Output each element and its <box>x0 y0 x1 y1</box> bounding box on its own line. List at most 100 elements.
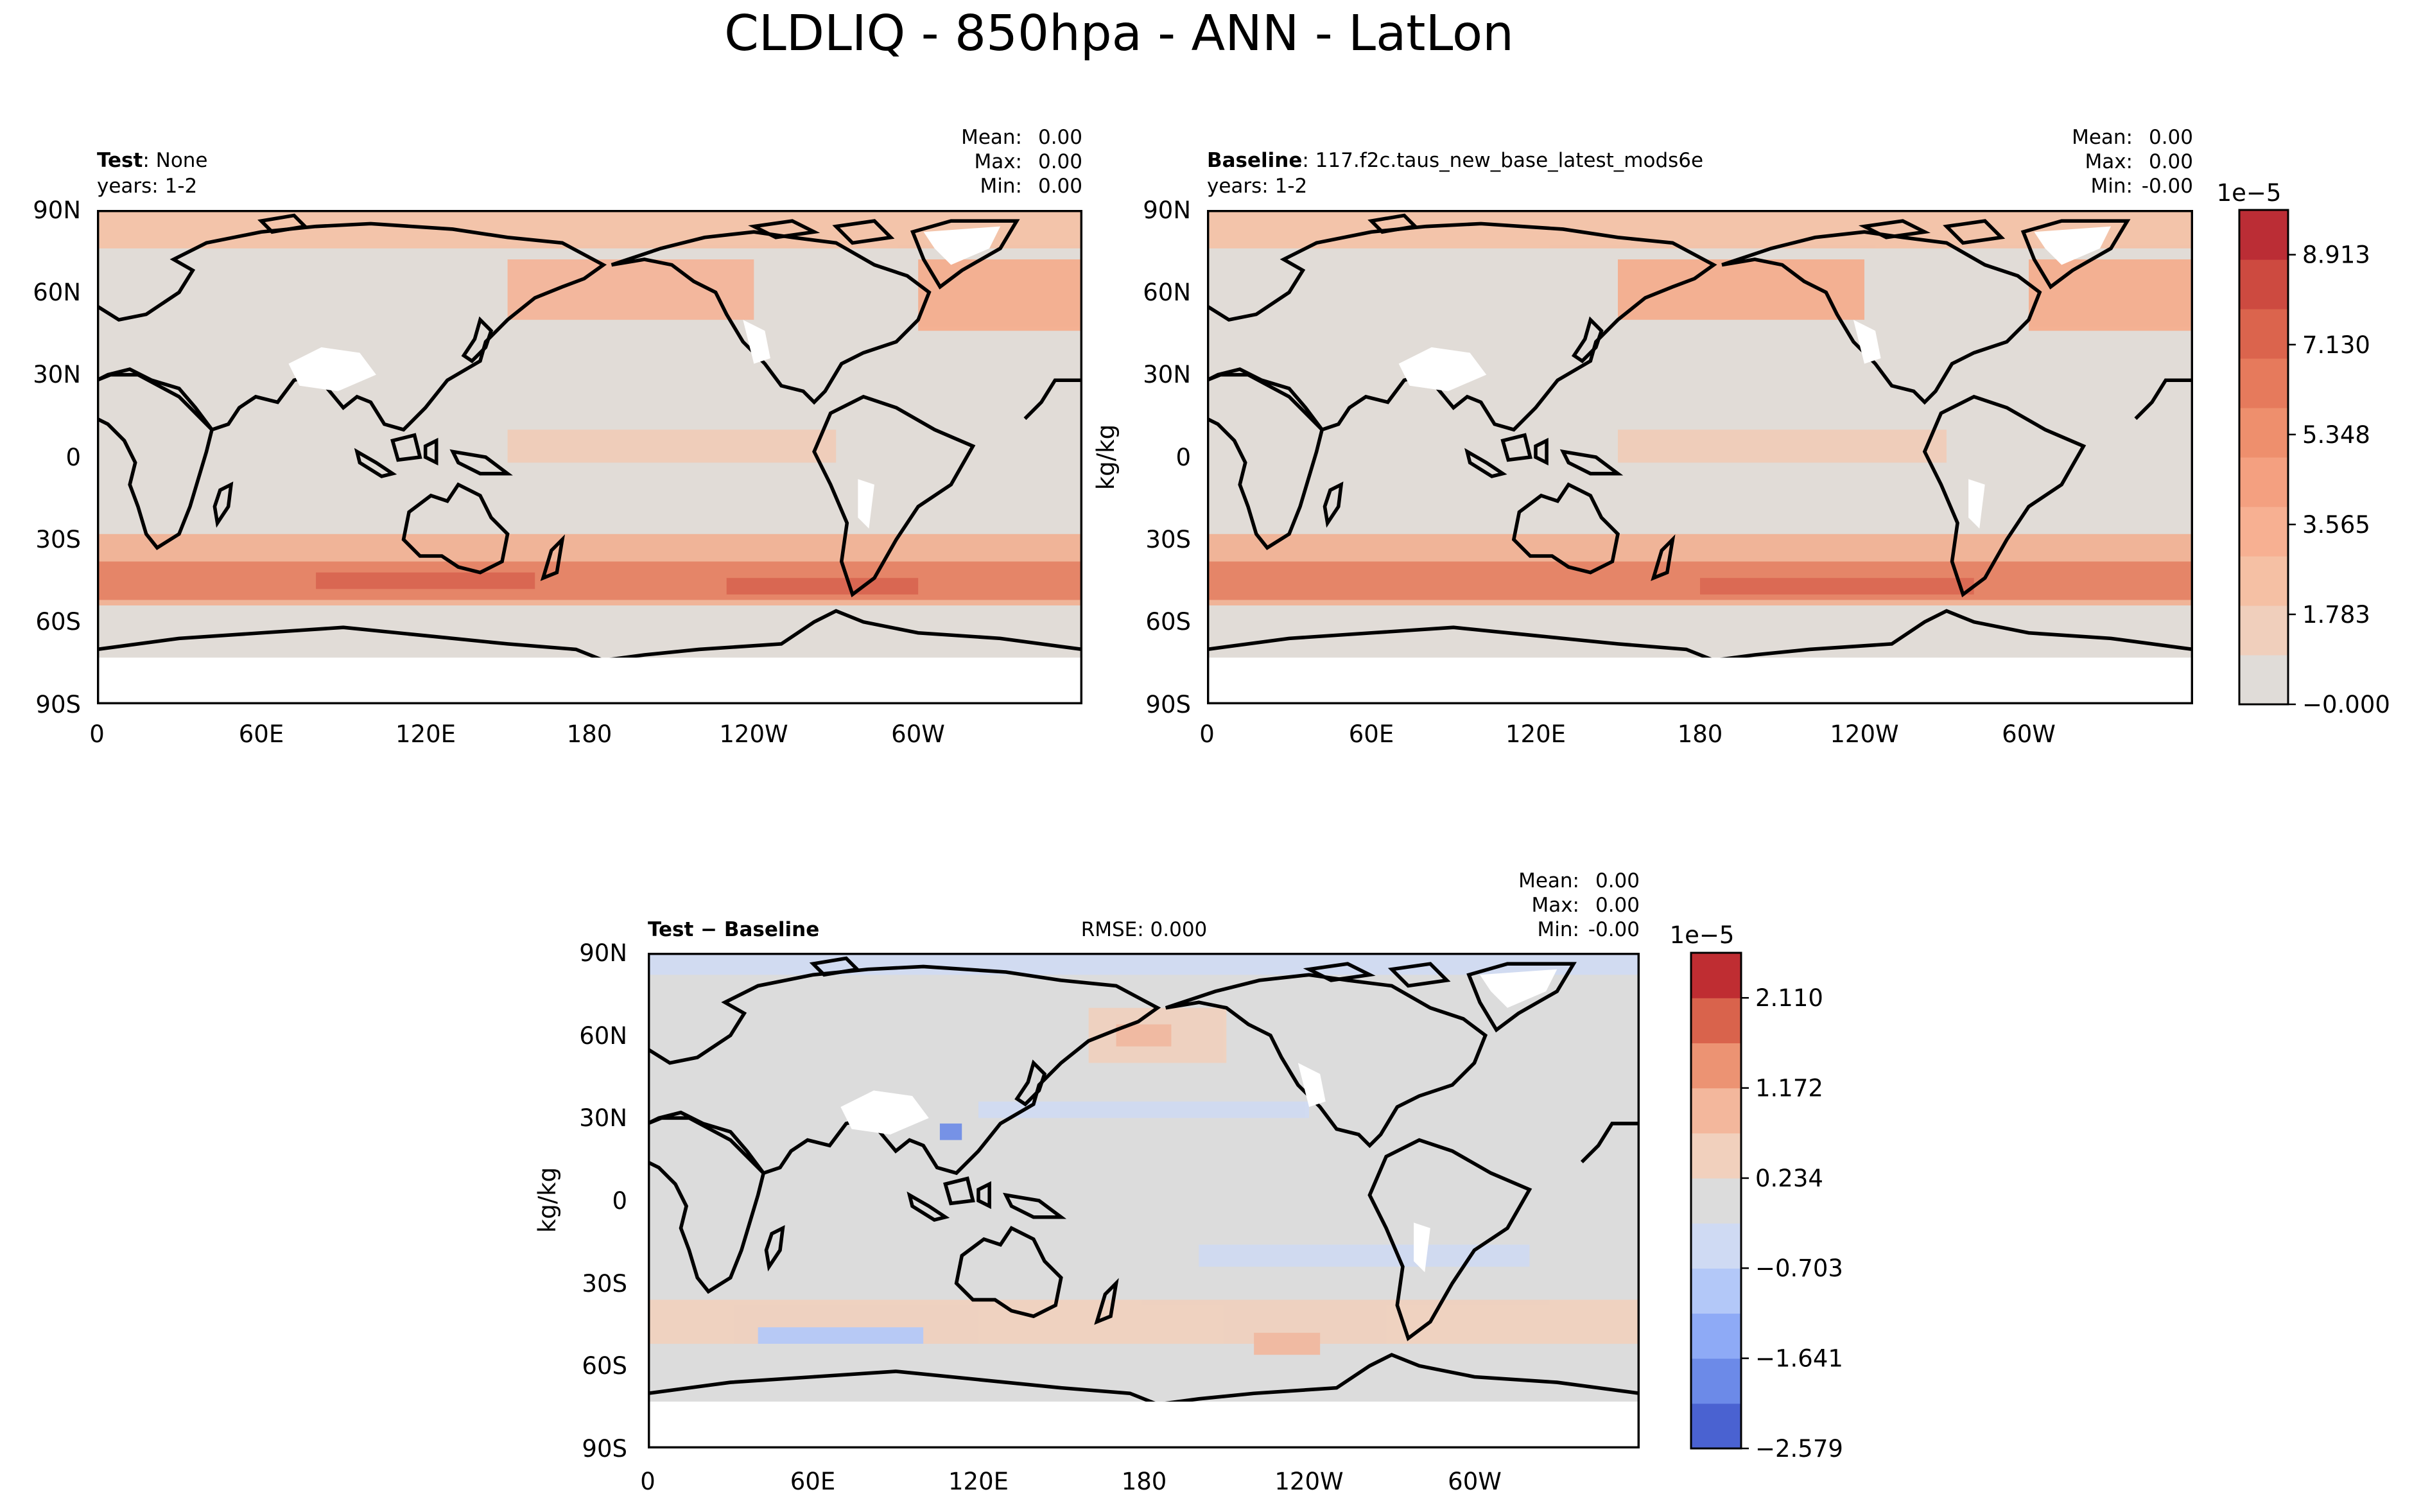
map-difference <box>648 953 1640 1448</box>
colorbar-diverging-segment <box>1691 1043 1741 1089</box>
stats-mean-value: 0.00 <box>2149 126 2193 149</box>
xtick-0: 0 <box>1199 720 1215 748</box>
panel-baseline-ylabel: kg/kg <box>1092 424 1120 490</box>
no-data-tibet <box>1398 347 1487 392</box>
band-n-atlantic <box>2029 259 2193 331</box>
no-data-greenland <box>923 226 1001 265</box>
ytick-60s: 60S <box>582 1352 627 1380</box>
colorbar-diverging-tick-label: 2.110 <box>1755 984 1823 1012</box>
no-data-rockies <box>743 320 770 364</box>
xtick-60e: 60E <box>790 1468 835 1495</box>
colorbar-sequential-segment <box>2239 556 2288 606</box>
panel-difference-xticks: 0 60E 120E 180 120W 60W <box>640 1468 1502 1495</box>
ytick-0: 0 <box>1176 444 1191 471</box>
panel-difference-ylabel: kg/kg <box>534 1167 561 1233</box>
colorbar-diverging-frame <box>1690 952 1742 1450</box>
stats-mean-label: Mean: <box>1518 869 1579 892</box>
colorbar-sequential-exponent: 1e−5 <box>2217 179 2282 207</box>
xtick-120w: 120W <box>719 720 788 748</box>
band-southern-core-2 <box>726 578 919 595</box>
colorbar-diverging-segment <box>1691 1268 1741 1314</box>
stats-max-label: Max: <box>2085 150 2133 173</box>
xtick-0: 0 <box>640 1468 655 1495</box>
no-data-tibet <box>288 347 376 392</box>
colorbar-sequential-tick-label: 8.913 <box>2302 241 2370 269</box>
colorbar-diverging-segment <box>1691 953 1741 998</box>
colorbar-sequential-segment <box>2239 457 2288 507</box>
no-data-antarctica <box>648 1402 1640 1448</box>
colorbar-sequential-segment <box>2239 507 2288 557</box>
no-data-tibet <box>840 1090 929 1135</box>
colorbar-diverging-tick-label: −1.641 <box>1755 1345 1843 1373</box>
stats-min-value: -0.00 <box>1588 918 1640 941</box>
xtick-60w: 60W <box>1448 1468 1502 1495</box>
xtick-120w: 120W <box>1830 720 1898 748</box>
colorbar-diverging-segment <box>1691 1358 1741 1404</box>
band-southern-ocean <box>97 561 1082 600</box>
ytick-60n: 60N <box>33 279 81 306</box>
ytick-90n: 90N <box>1143 196 1191 224</box>
stats-max-label: Max: <box>974 150 1022 173</box>
colorbar-diverging-segments <box>1691 953 1741 1449</box>
panel-test-title-bold: Test <box>97 149 143 172</box>
xtick-120w: 120W <box>1274 1468 1343 1495</box>
stats-max-value: 0.00 <box>1038 150 1082 173</box>
xtick-180: 180 <box>567 720 612 748</box>
panel-test-years: years: 1-2 <box>97 175 197 198</box>
colorbar-sequential-ticks: 8.913 7.130 5.348 3.565 1.783 −0.000 <box>2288 241 2390 718</box>
colorbar-sequential: 1e−5 8.913 7.130 5.348 3.565 1.783 −0.000 <box>2217 179 2390 718</box>
colorbar-sequential-segment <box>2239 309 2288 359</box>
band-arctic-neg <box>648 953 1640 975</box>
colorbar-sequential-segment <box>2239 210 2288 260</box>
colorbar-diverging-segment <box>1691 998 1741 1043</box>
ytick-60n: 60N <box>1143 279 1191 306</box>
ytick-30s: 30S <box>35 526 81 553</box>
colorbar-sequential-tick-label: 7.130 <box>2302 331 2370 359</box>
colorbar-diverging-tick-label: −0.703 <box>1755 1255 1843 1282</box>
panel-baseline-xticks: 0 60E 120E 180 120W 60W <box>1199 720 2056 748</box>
no-data-greenland <box>2034 226 2111 265</box>
band-southern-core <box>1700 578 1974 595</box>
colorbar-sequential-tick-label: −0.000 <box>2302 691 2390 718</box>
no-data-andes <box>1968 479 1985 529</box>
xtick-60e: 60E <box>239 720 284 748</box>
band-n-atlantic <box>918 259 1082 331</box>
ytick-90s: 90S <box>1145 691 1191 718</box>
xtick-60w: 60W <box>891 720 945 748</box>
map-baseline <box>1207 210 2193 704</box>
colorbar-sequential-segments <box>2239 210 2288 705</box>
ytick-90s: 90S <box>35 691 81 718</box>
xtick-120e: 120E <box>1506 720 1566 748</box>
stats-mean-label: Mean: <box>961 126 1022 149</box>
xtick-120e: 120E <box>395 720 456 748</box>
xtick-180: 180 <box>1678 720 1723 748</box>
no-data-rockies <box>1853 320 1881 364</box>
no-data-andes <box>858 479 874 529</box>
panel-test-xticks: 0 60E 120E 180 120W 60W <box>89 720 945 748</box>
panel-baseline-title-rest: : 117.f2c.taus_new_base_latest_mods6e <box>1302 149 1703 172</box>
panel-baseline-yticks: 90N 60N 30N 0 30S 60S 90S <box>1143 196 1191 718</box>
colorbar-diverging: 1e−5 2.110 1.172 0.234 −0.703 −1.641 −2.579 <box>1670 921 1843 1463</box>
xtick-0: 0 <box>89 720 105 748</box>
panel-difference-title: Test − Baseline <box>648 918 819 941</box>
colorbar-diverging-ticks: 2.110 1.172 0.234 −0.703 −1.641 −2.579 <box>1741 984 1843 1463</box>
panel-test: Test: None years: 1-2 Mean: 0.00 Max: 0.… <box>33 126 1082 748</box>
colorbar-diverging-segment <box>1691 1133 1741 1179</box>
stats-mean-value: 0.00 <box>1038 126 1082 149</box>
band-tropics <box>507 430 837 463</box>
xtick-60w: 60W <box>2002 720 2056 748</box>
ytick-90n: 90N <box>33 196 81 224</box>
map-test <box>97 210 1082 704</box>
panel-test-title: Test: None <box>97 149 208 172</box>
panel-baseline-title-bold: Baseline <box>1207 149 1302 172</box>
colorbar-diverging-segment <box>1691 1223 1741 1269</box>
colorbar-sequential-segment <box>2239 259 2288 309</box>
panel-difference: Test − Baseline RMSE: 0.000 Mean: 0.00 M… <box>534 869 1640 1495</box>
stats-min-label: Min: <box>1538 918 1579 941</box>
band-china-neg <box>939 1123 962 1140</box>
ytick-30n: 30N <box>33 361 81 388</box>
ytick-90n: 90N <box>579 939 627 967</box>
stats-max-label: Max: <box>1531 894 1579 917</box>
ytick-90s: 90S <box>582 1435 627 1463</box>
stats-min-value: 0.00 <box>1038 175 1082 198</box>
